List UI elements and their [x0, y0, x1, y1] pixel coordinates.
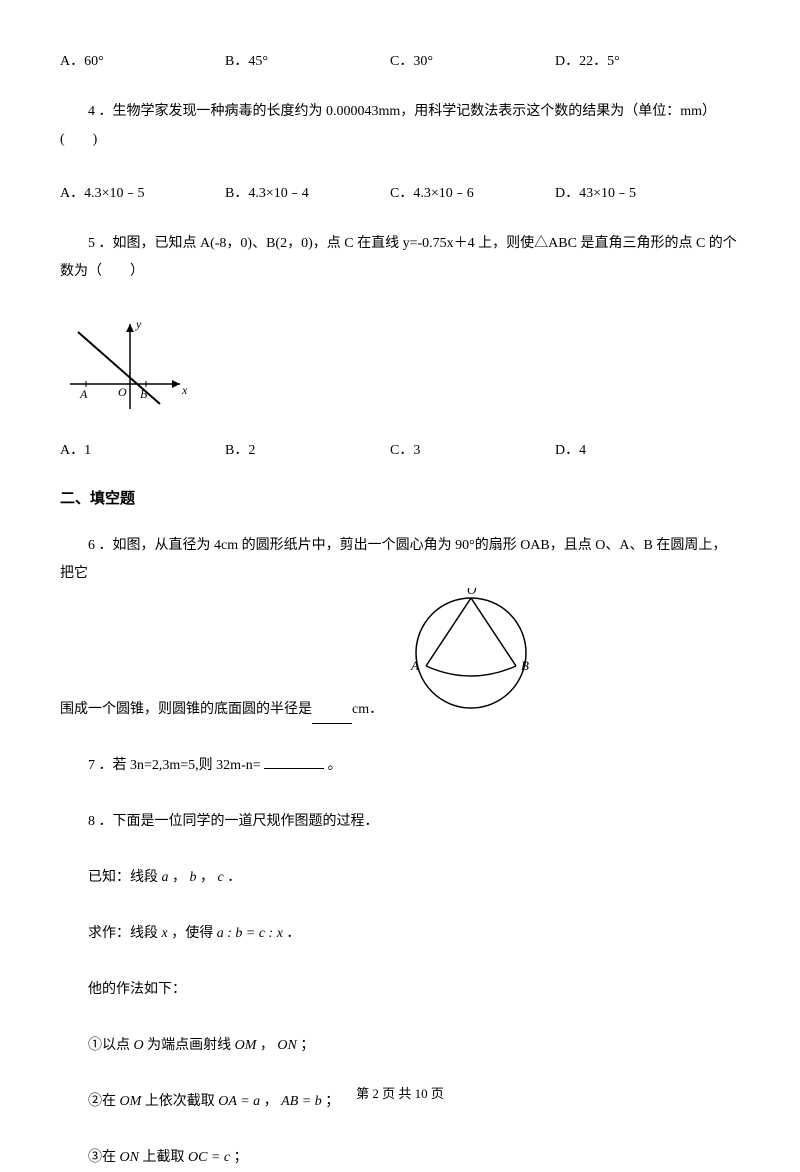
q6-line2-prefix: 围成一个圆锥，则圆锥的底面圆的半径是 — [60, 696, 312, 724]
q6-blank — [312, 710, 352, 724]
choice-c: C．4.3×10﹣6 — [390, 182, 555, 202]
q4-choices: A．4.3×10﹣5 B．4.3×10﹣4 C．4.3×10﹣6 D．43×10… — [60, 182, 740, 202]
svg-text:x: x — [181, 383, 188, 397]
circle-sector-icon: O A B — [391, 588, 551, 713]
q7-prefix: 7 ．若 3n=2,3m=5,则 32m-n= — [88, 758, 261, 773]
q4-text: 4 ．生物学家发现一种病毒的长度约为 0.000043mm，用科学记数法表示这个… — [60, 98, 740, 154]
svg-text:A: A — [79, 387, 88, 401]
page-footer: 第 2 页 共 10 页 — [0, 1083, 800, 1102]
q6: 6 ．如图，从直径为 4cm 的圆形纸片中，剪出一个圆心角为 90°的扇形 OA… — [60, 532, 740, 724]
q5-text: 5 ．如图，已知点 A(-8，0)、B(2，0)，点 C 在直线 y=-0.75… — [60, 230, 740, 286]
svg-text:B: B — [140, 387, 148, 401]
coordinate-graph-icon: x y O A B — [60, 314, 190, 414]
choice-c: C．3 — [390, 439, 555, 459]
q8-given: 已知：线段 a ， b ， c ． — [60, 864, 740, 892]
q5-graph: x y O A B — [60, 314, 740, 419]
q7-suffix: 。 — [328, 758, 342, 773]
q8-step3: ③在 ON 上截取 OC = c ； — [60, 1144, 740, 1172]
choice-a: A．4.3×10﹣5 — [60, 182, 225, 202]
svg-text:B: B — [521, 658, 529, 673]
q5-choices: A．1 B．2 C．3 D．4 — [60, 439, 740, 459]
q6-line2-suffix: cm． — [352, 696, 383, 724]
choice-b: B．4.3×10﹣4 — [225, 182, 390, 202]
svg-text:O: O — [118, 385, 127, 399]
q7-blank — [264, 755, 324, 769]
choice-d: D．43×10﹣5 — [555, 182, 720, 202]
q8-construct: 求作：线段 x ，使得 a : b = c : x ． — [60, 920, 740, 948]
choice-a: A．60° — [60, 50, 225, 70]
q6-line1: 6 ．如图，从直径为 4cm 的圆形纸片中，剪出一个圆心角为 90°的扇形 OA… — [60, 532, 740, 588]
q6-circle-figure: O A B — [391, 588, 551, 724]
choice-d: D．22．5° — [555, 50, 720, 70]
choice-b: B．45° — [225, 50, 390, 70]
q8-step1: ①以点 O 为端点画射线 OM ， ON ； — [60, 1032, 740, 1060]
q6-line2: 围成一个圆锥，则圆锥的底面圆的半径是 cm． O A B — [60, 588, 740, 724]
svg-text:y: y — [135, 317, 142, 331]
section-2-title: 二、填空题 — [60, 487, 740, 508]
choice-c: C．30° — [390, 50, 555, 70]
svg-text:A: A — [410, 658, 419, 673]
q8-method-intro: 他的作法如下： — [60, 976, 740, 1004]
q-prev-choices: A．60° B．45° C．30° D．22．5° — [60, 50, 740, 70]
q8-intro: 8 ．下面是一位同学的一道尺规作图题的过程． — [60, 808, 740, 836]
svg-text:O: O — [467, 588, 477, 597]
q7: 7 ．若 3n=2,3m=5,则 32m-n= 。 — [60, 752, 740, 780]
choice-d: D．4 — [555, 439, 720, 459]
choice-a: A．1 — [60, 439, 225, 459]
choice-b: B．2 — [225, 439, 390, 459]
